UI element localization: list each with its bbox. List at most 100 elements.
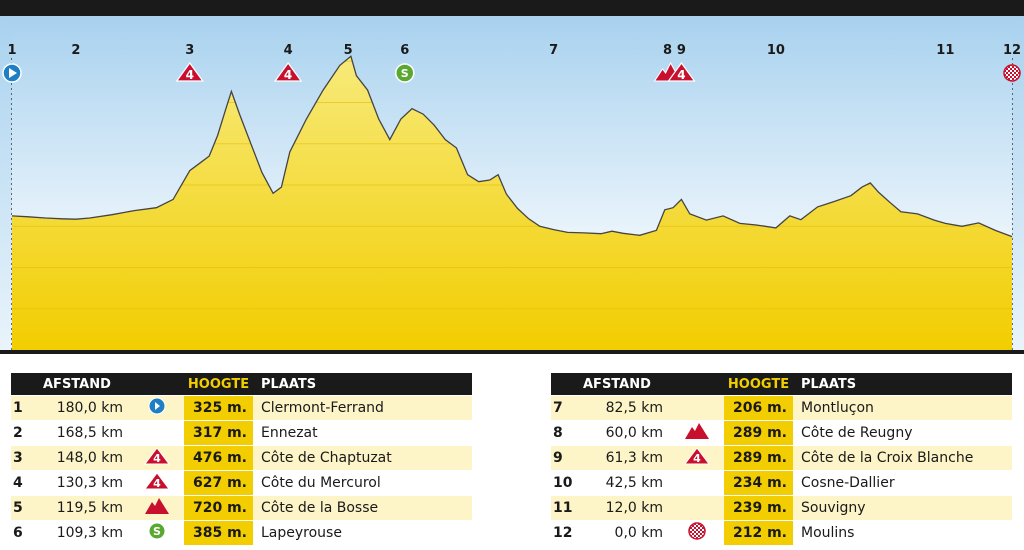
row-afstand: 0,0 km bbox=[583, 520, 669, 545]
header-afstand: AFSTAND bbox=[43, 373, 129, 396]
checkpoint-label: 8 bbox=[663, 43, 672, 58]
table-row: 7 82,5 km 206 m. Montluçon bbox=[551, 395, 1012, 421]
svg-text:4: 4 bbox=[186, 68, 194, 82]
row-number: 9 bbox=[551, 445, 583, 471]
row-afstand: 82,5 km bbox=[583, 395, 669, 421]
svg-text:4: 4 bbox=[153, 477, 161, 490]
checkpoint-label: 3 bbox=[185, 43, 194, 58]
svg-text:S: S bbox=[401, 67, 409, 80]
row-number: 11 bbox=[551, 495, 583, 521]
svg-text:4: 4 bbox=[693, 452, 701, 465]
row-afstand: 60,0 km bbox=[583, 420, 669, 446]
row-afstand: 119,5 km bbox=[43, 495, 129, 521]
elevation-line bbox=[11, 55, 1013, 238]
sky-mask bbox=[12, 20, 1012, 237]
row-hoogte: 289 m. bbox=[724, 445, 793, 471]
row-hoogte: 627 m. bbox=[184, 470, 253, 496]
svg-text:S: S bbox=[153, 525, 161, 538]
table-row: 2 168,5 km 317 m. Ennezat bbox=[11, 420, 472, 446]
row-plaats: Souvigny bbox=[793, 495, 1012, 521]
checkpoint-label: 7 bbox=[549, 43, 558, 58]
sprint-icon: S bbox=[395, 63, 415, 83]
row-plaats: Côte de la Croix Blanche bbox=[793, 445, 1012, 471]
row-afstand: 168,5 km bbox=[43, 420, 129, 446]
row-number: 7 bbox=[551, 395, 583, 421]
row-afstand: 180,0 km bbox=[43, 395, 129, 421]
row-plaats: Lapeyrouse bbox=[253, 520, 472, 545]
table-row: 8 60,0 km 289 m. Côte de Reugny bbox=[551, 420, 1012, 446]
table-row: 9 61,3 km 4 289 m. Côte de la Croix Blanche bbox=[551, 445, 1012, 471]
climb-cat4-icon: 4 bbox=[669, 445, 724, 471]
row-afstand: 61,3 km bbox=[583, 445, 669, 471]
svg-text:4: 4 bbox=[153, 452, 161, 465]
climb-cat4-icon: 4 bbox=[273, 61, 303, 82]
checkpoint-table-right: AFSTAND HOOGTE PLAATS 7 82,5 km 206 m. Mont… bbox=[551, 373, 1012, 545]
climb-uncat-icon bbox=[129, 495, 184, 521]
row-hoogte: 476 m. bbox=[184, 445, 253, 471]
header-plaats: PLAATS bbox=[253, 373, 472, 396]
row-hoogte: 239 m. bbox=[724, 495, 793, 521]
horizontal-stripes bbox=[12, 20, 1012, 310]
svg-text:4: 4 bbox=[677, 68, 685, 82]
row-number: 8 bbox=[551, 420, 583, 446]
row-number: 3 bbox=[11, 445, 43, 471]
table-row: 4 130,3 km 4 627 m. Côte du Mercurol bbox=[11, 470, 472, 496]
table-row: 11 12,0 km 239 m. Souvigny bbox=[551, 495, 1012, 521]
row-plaats: Côte de Chaptuzat bbox=[253, 445, 472, 471]
checkpoint-label: 12 bbox=[1003, 43, 1021, 58]
table-row: 12 0,0 km 212 m. Moulins bbox=[551, 520, 1012, 545]
row-plaats: Moulins bbox=[793, 520, 1012, 545]
table-row: 6 109,3 km S 385 m. Lapeyrouse bbox=[11, 520, 472, 545]
row-number: 5 bbox=[11, 495, 43, 521]
table-row: 10 42,5 km 234 m. Cosne-Dallier bbox=[551, 470, 1012, 496]
row-afstand: 42,5 km bbox=[583, 470, 669, 496]
checkpoint-label: 2 bbox=[71, 43, 80, 58]
header-plaats: PLAATS bbox=[793, 373, 1012, 396]
climb-cat4-icon: 4 bbox=[129, 445, 184, 471]
row-afstand: 148,0 km bbox=[43, 445, 129, 471]
row-plaats: Côte de Reugny bbox=[793, 420, 1012, 446]
start-icon bbox=[129, 395, 184, 421]
checkpoint-label: 9 bbox=[677, 43, 686, 58]
row-plaats: Ennezat bbox=[253, 420, 472, 446]
checkpoint-table-left: AFSTAND HOOGTE PLAATS 1 180,0 km 325 m. Cle… bbox=[11, 373, 472, 545]
header-afstand: AFSTAND bbox=[583, 373, 669, 396]
row-hoogte: 289 m. bbox=[724, 420, 793, 446]
table-row: 5 119,5 km 720 m. Côte de la Bosse bbox=[11, 495, 472, 521]
header-hoogte: HOOGTE bbox=[184, 373, 253, 396]
table-row: 1 180,0 km 325 m. Clermont-Ferrand bbox=[11, 395, 472, 421]
row-hoogte: 206 m. bbox=[724, 395, 793, 421]
row-afstand: 130,3 km bbox=[43, 470, 129, 496]
start-icon bbox=[2, 63, 22, 83]
row-plaats: Montluçon bbox=[793, 395, 1012, 421]
row-hoogte: 212 m. bbox=[724, 520, 793, 545]
no-icon bbox=[669, 495, 724, 521]
climb-cat4-icon: 4 bbox=[667, 61, 696, 82]
row-plaats: Clermont-Ferrand bbox=[253, 395, 472, 421]
row-plaats: Côte du Mercurol bbox=[253, 470, 472, 496]
row-number: 1 bbox=[11, 395, 43, 421]
no-icon bbox=[669, 395, 724, 421]
checkpoint-label: 10 bbox=[767, 43, 785, 58]
finish-icon bbox=[1003, 64, 1021, 82]
row-number: 6 bbox=[11, 520, 43, 545]
row-afstand: 12,0 km bbox=[583, 495, 669, 521]
row-number: 2 bbox=[11, 420, 43, 446]
checkpoint-label: 4 bbox=[284, 43, 293, 58]
climb-uncat-icon bbox=[669, 420, 724, 446]
row-plaats: Côte de la Bosse bbox=[253, 495, 472, 521]
no-icon bbox=[669, 470, 724, 496]
elevation-area bbox=[12, 56, 1012, 351]
row-hoogte: 720 m. bbox=[184, 495, 253, 521]
row-number: 10 bbox=[551, 470, 583, 496]
svg-text:4: 4 bbox=[284, 68, 292, 82]
top-bar bbox=[0, 0, 1024, 16]
bottom-edge bbox=[0, 350, 1024, 354]
row-hoogte: 385 m. bbox=[184, 520, 253, 545]
climb-cat4-icon: 4 bbox=[175, 61, 204, 82]
row-hoogte: 317 m. bbox=[184, 420, 253, 446]
row-number: 12 bbox=[551, 520, 583, 545]
row-plaats: Cosne-Dallier bbox=[793, 470, 1012, 496]
row-hoogte: 234 m. bbox=[724, 470, 793, 496]
